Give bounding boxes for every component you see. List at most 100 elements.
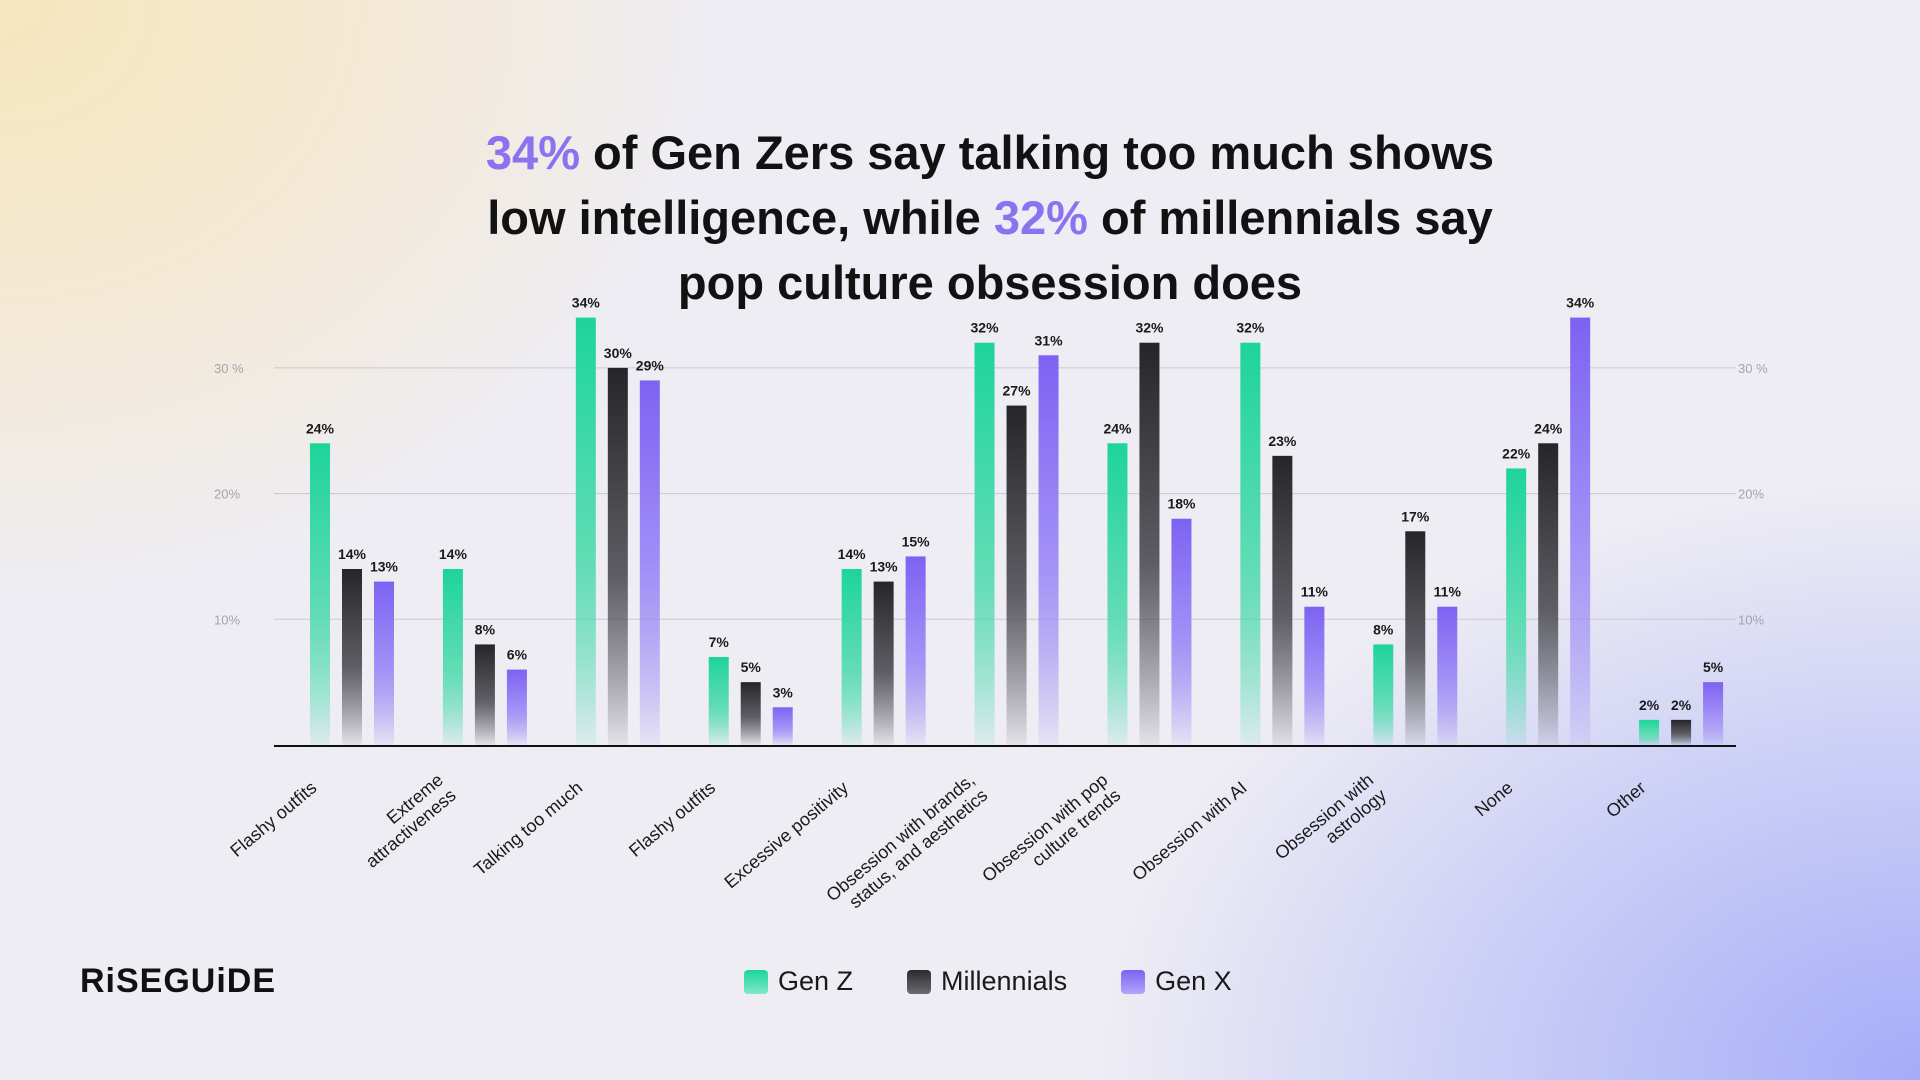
category-label: Other [1602, 777, 1649, 821]
bar-genx [506, 669, 527, 745]
bar-genx [1304, 606, 1325, 745]
value-label-genz: 14% [439, 546, 468, 562]
value-labels: 24%14%13%14%8%6%34%30%29%7%5%3%14%13%15%… [306, 295, 1724, 713]
category-label-line: Talking too much [470, 777, 586, 879]
value-label-millennials: 8% [475, 621, 496, 637]
category-label-line: Flashy outfits [625, 777, 719, 860]
category-label: Obsession with AI [1128, 777, 1250, 884]
bar-millennials [740, 682, 761, 745]
legend-item-genx: Gen X [1121, 966, 1232, 997]
value-label-genx: 34% [1566, 295, 1595, 311]
bar-genz [708, 657, 729, 745]
bar-genz [442, 569, 463, 745]
bar-millennials [1405, 531, 1426, 745]
category-label: Talking too much [470, 777, 586, 879]
value-label-genz: 14% [838, 546, 867, 562]
value-label-genx: 29% [636, 357, 665, 373]
legend: Gen Z Millennials Gen X [744, 966, 1286, 997]
legend-swatch-millennials [907, 969, 932, 994]
value-label-genz: 24% [306, 420, 335, 436]
legend-swatch-genx [1121, 969, 1146, 994]
bar-millennials [1272, 455, 1293, 745]
bar-millennials [1006, 405, 1027, 745]
legend-item-genz: Gen Z [744, 966, 853, 997]
value-label-genx: 15% [902, 533, 931, 549]
value-label-millennials: 23% [1268, 433, 1297, 449]
y-tick-label-right: 30 % [1738, 361, 1768, 376]
y-tick-label-left: 30 % [214, 361, 244, 376]
value-label-genx: 18% [1167, 496, 1196, 512]
bar-millennials [607, 367, 628, 745]
title-highlight-genz: 34% [485, 126, 580, 179]
category-label: Flashy outfits [226, 777, 320, 860]
value-label-genz: 2% [1639, 697, 1660, 713]
bar-genz [1639, 719, 1660, 745]
bar-genz [1107, 443, 1128, 745]
category-label-line: status, and aesthetics [845, 785, 991, 912]
value-label-genz: 22% [1502, 445, 1531, 461]
value-label-genz: 32% [971, 320, 1000, 336]
value-label-millennials: 13% [870, 559, 899, 575]
value-label-millennials: 14% [338, 546, 367, 562]
bar-genz [575, 317, 596, 745]
bar-genz [310, 443, 330, 745]
bar-genz [1506, 468, 1527, 745]
value-label-genz: 24% [1103, 420, 1132, 436]
bar-genz [841, 569, 862, 745]
value-label-millennials: 24% [1534, 420, 1563, 436]
value-label-genx: 6% [507, 647, 528, 663]
category-label-line: Obsession with AI [1128, 777, 1250, 884]
value-label-millennials: 32% [1135, 320, 1164, 336]
title-text-part2: of millennials say pop culture obsession… [677, 191, 1493, 309]
value-label-genz: 32% [1236, 320, 1265, 336]
bar-genx [1703, 682, 1724, 745]
category-label: None [1471, 777, 1517, 820]
bar-genz [1240, 342, 1261, 745]
legend-swatch-genz [744, 969, 768, 994]
category-label-line: Flashy outfits [226, 777, 320, 860]
value-label-millennials: 30% [604, 345, 633, 361]
bar-millennials [474, 644, 495, 745]
title-highlight-millennials: 32% [993, 191, 1088, 244]
legend-item-millennials: Millennials [907, 966, 1067, 997]
value-label-genx: 31% [1035, 332, 1064, 348]
bar-genz [974, 342, 995, 745]
grid-lines: 10% 10% 20% 20% 30 % 30 % [214, 361, 1768, 627]
value-label-genx: 11% [1301, 584, 1329, 600]
bar-millennials [1671, 719, 1692, 745]
value-label-millennials: 17% [1401, 508, 1430, 524]
value-label-genz: 34% [572, 295, 601, 311]
value-label-genz: 7% [709, 634, 730, 650]
legend-label-millennials: Millennials [941, 966, 1068, 996]
category-label-line: Excessive positivity [720, 777, 852, 892]
bar-millennials [873, 581, 894, 745]
bar-genx [374, 581, 394, 745]
value-label-genx: 13% [370, 559, 399, 575]
y-tick-label-right: 20% [1738, 487, 1764, 502]
bar-genx [905, 556, 926, 745]
legend-label-genx: Gen X [1155, 966, 1232, 996]
y-tick-label-right: 10% [1738, 612, 1764, 627]
bar-millennials [342, 569, 362, 745]
bar-genx [772, 707, 793, 745]
legend-label-genz: Gen Z [778, 966, 854, 996]
value-label-millennials: 2% [1671, 697, 1692, 713]
riseguide-logo: RiSEGUiDE [80, 962, 277, 1000]
bar-millennials [1538, 443, 1559, 745]
y-tick-label-left: 10% [214, 612, 240, 627]
category-label-line: None [1471, 777, 1517, 820]
value-label-genz: 8% [1373, 621, 1394, 637]
category-label: Flashy outfits [625, 777, 719, 860]
bar-genx [1570, 317, 1591, 745]
value-label-genx: 11% [1434, 584, 1462, 600]
value-label-genx: 5% [1703, 659, 1724, 675]
y-tick-label-left: 20% [214, 487, 240, 502]
category-label-line: Other [1602, 777, 1649, 821]
value-label-millennials: 5% [741, 659, 762, 675]
